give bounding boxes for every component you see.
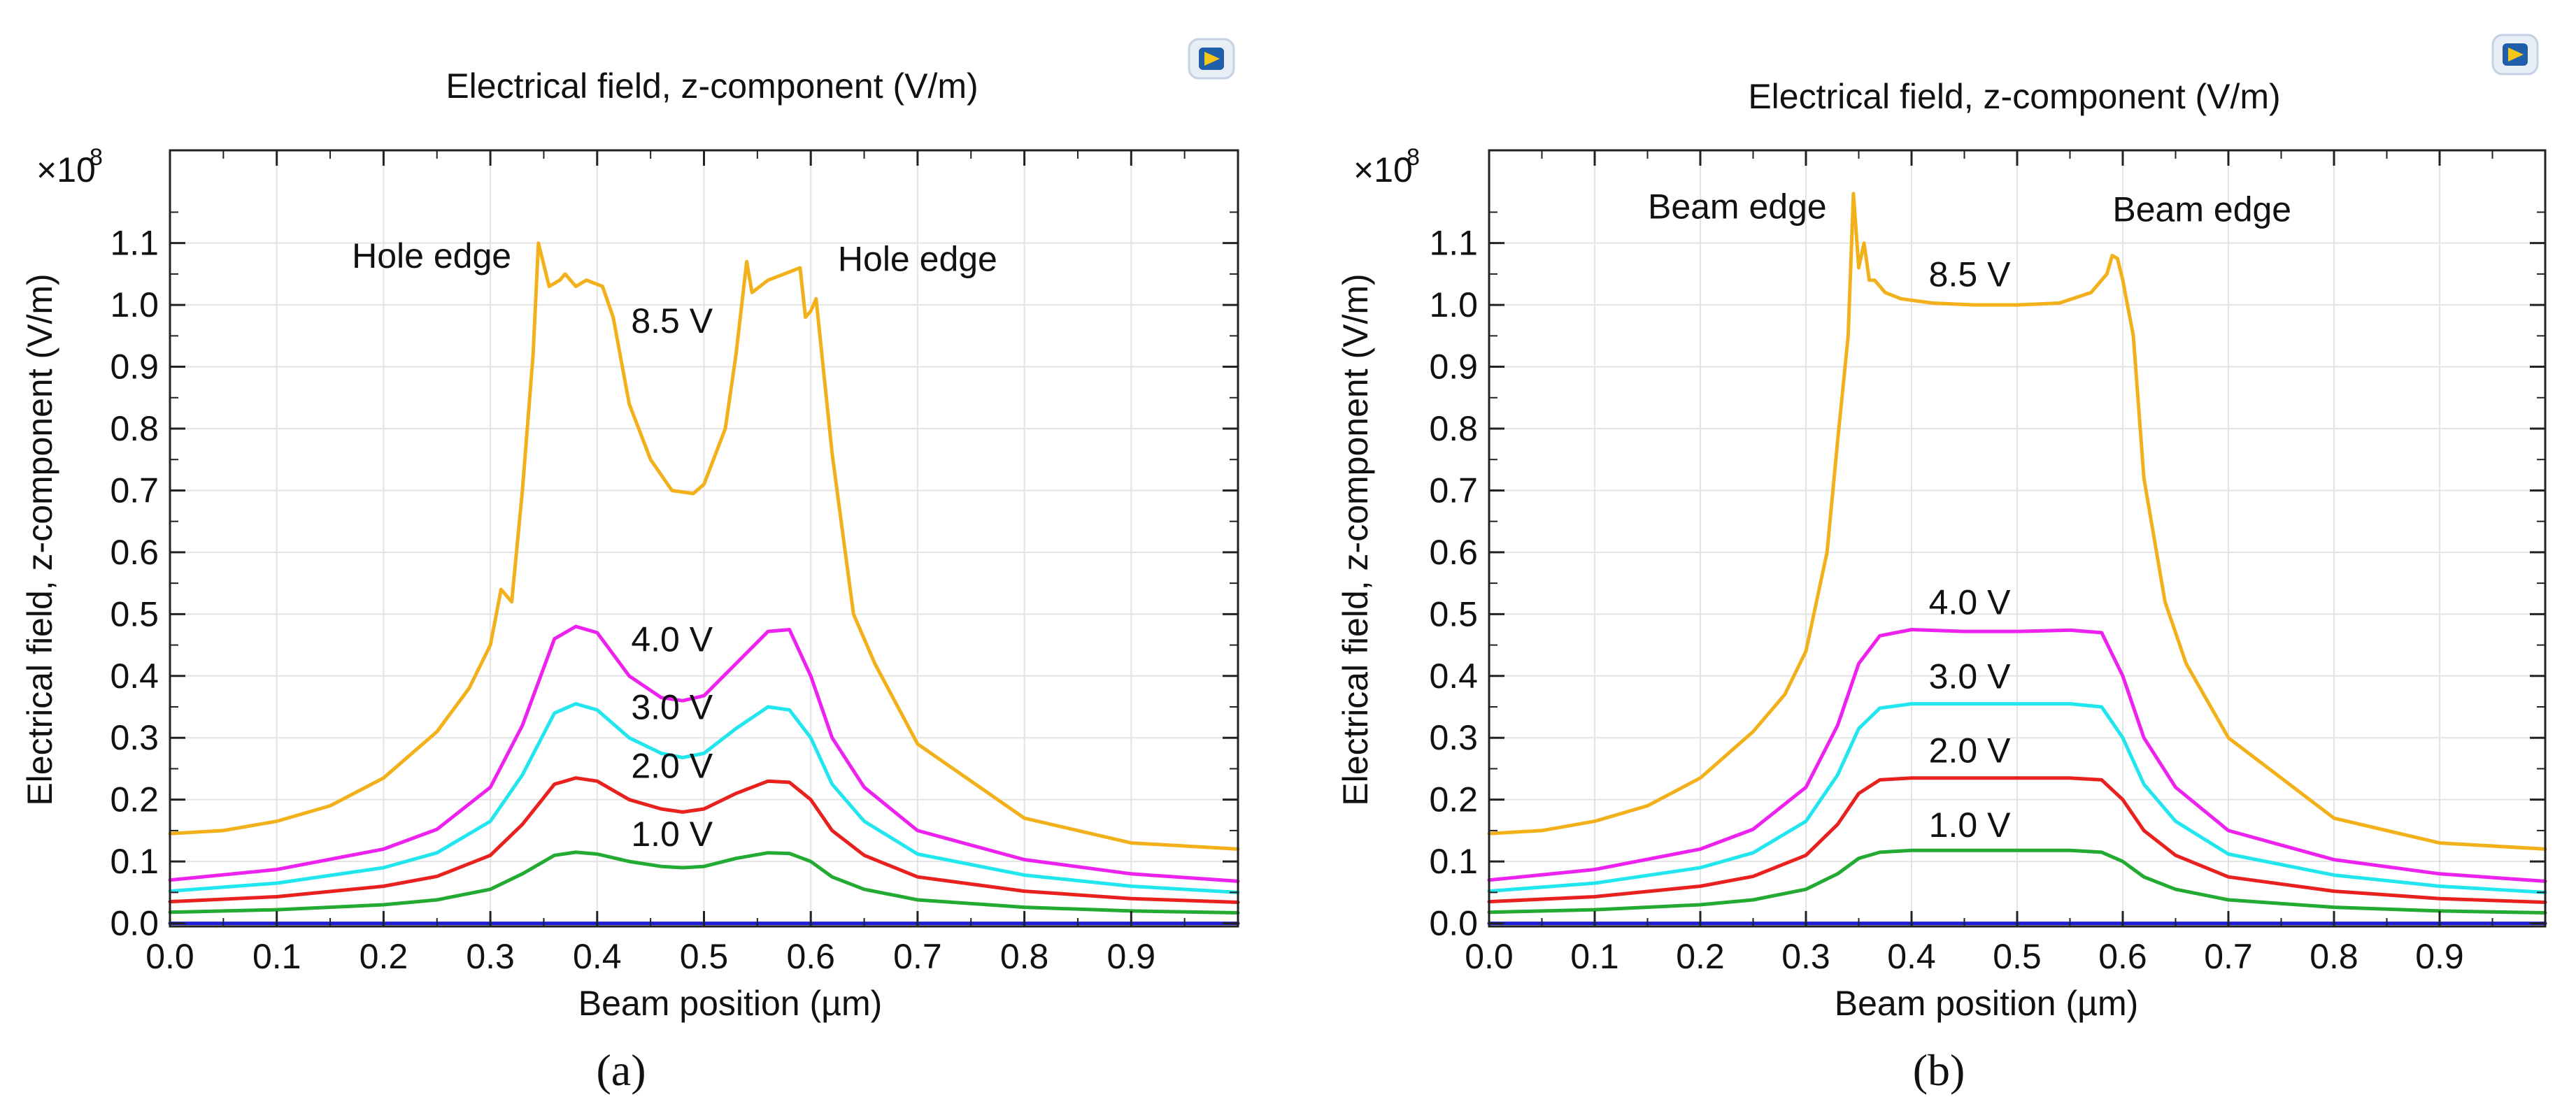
series-line-8-5-v bbox=[168, 241, 1240, 851]
app-logo-icon bbox=[1188, 38, 1235, 80]
y-ticks: 0.0 0.1 0.2 0.3 0.4 0.5 0.6 0.7 0.8 0.9 1.0 1.1 bbox=[110, 211, 1238, 943]
x-tick-label: 0.7 bbox=[893, 937, 942, 976]
x-tick-label: 0.9 bbox=[1107, 937, 1156, 976]
y-tick-label: 0.5 bbox=[1429, 594, 1478, 633]
x-tick-label: 0.1 bbox=[252, 937, 301, 976]
annotation-label: Beam edge bbox=[2112, 190, 2291, 229]
series-line-1-0-v bbox=[1487, 848, 2547, 915]
chart-title: Electrical field, z-component (V/m) bbox=[446, 66, 978, 106]
panel-a: Electrical field, z-component (V/m) 0.0 0… bbox=[20, 38, 1240, 1095]
annotation-label: Hole edge bbox=[352, 236, 511, 275]
x-tick-label: 0.4 bbox=[573, 937, 622, 976]
x-tick-label: 0.6 bbox=[786, 937, 835, 976]
panel-b: Electrical field, z-component (V/m) 0.0 0… bbox=[1336, 34, 2547, 1095]
app-logo-icon bbox=[2491, 34, 2539, 76]
y-tick-label: 0.4 bbox=[110, 657, 159, 696]
annotation-label: 2.0 V bbox=[631, 747, 713, 786]
series-line-1-0-v bbox=[168, 850, 1240, 915]
annotation-label: 2.0 V bbox=[1929, 731, 2011, 770]
panel-caption-a: (a) bbox=[596, 1045, 646, 1095]
y-tick-label: 0.7 bbox=[110, 471, 159, 510]
annotation-label: 3.0 V bbox=[1929, 657, 2011, 696]
x-tick-label: 0.9 bbox=[2415, 937, 2464, 976]
y-tick-label: 0.7 bbox=[1429, 471, 1478, 510]
y-tick-label: 1.1 bbox=[1429, 224, 1478, 263]
y-tick-label: 0.8 bbox=[110, 409, 159, 448]
x-tick-label: 0.2 bbox=[360, 937, 408, 976]
y-tick-label: 0.0 bbox=[110, 904, 159, 943]
x-ticks: 0.0 0.1 0.2 0.3 0.4 0.5 0.6 0.7 0.8 0.9 bbox=[1465, 150, 2493, 976]
y-tick-label: 0.3 bbox=[110, 718, 159, 757]
chart-title: Electrical field, z-component (V/m) bbox=[1748, 77, 2280, 116]
annotation-label: 1.0 V bbox=[1929, 805, 2011, 845]
x-tick-label: 0.7 bbox=[2204, 937, 2253, 976]
panel-caption-b: (b) bbox=[1913, 1045, 1965, 1095]
y-multiplier: ×10 8 bbox=[36, 144, 103, 189]
y-tick-label: 0.5 bbox=[110, 594, 159, 633]
series-line-2-0-v bbox=[168, 776, 1240, 904]
y-tick-label: 0.1 bbox=[110, 842, 159, 881]
annotations: Beam edge Beam edge 8.5 V 4.0 V 3.0 V 2.0 V 1.… bbox=[1648, 187, 2291, 844]
x-tick-label: 0.3 bbox=[1781, 937, 1830, 976]
x-axis-label: Beam position (µm) bbox=[578, 984, 883, 1023]
y-tick-label: 1.0 bbox=[1429, 285, 1478, 324]
y-axis-label: Electrical field, z-component (V/m) bbox=[20, 273, 59, 805]
x-tick-label: 0.5 bbox=[680, 937, 729, 976]
y-tick-label: 0.2 bbox=[1429, 780, 1478, 819]
y-tick-label: 1.1 bbox=[110, 224, 159, 263]
annotation-label: 4.0 V bbox=[1929, 582, 2011, 622]
y-tick-label: 0.1 bbox=[1429, 842, 1478, 881]
grid bbox=[1488, 150, 2545, 926]
y-tick-label: 0.6 bbox=[1429, 533, 1478, 572]
x-tick-label: 0.0 bbox=[145, 937, 194, 976]
y-tick-label: 0.6 bbox=[110, 533, 159, 572]
y-multiplier: ×10 8 bbox=[1353, 144, 1420, 189]
y-multiplier-base: ×10 bbox=[36, 150, 96, 189]
y-tick-label: 1.0 bbox=[110, 285, 159, 324]
series-lines bbox=[168, 241, 1240, 926]
annotation-label: 4.0 V bbox=[631, 619, 713, 659]
annotation-label: 3.0 V bbox=[631, 688, 713, 727]
x-tick-label: 0.3 bbox=[466, 937, 515, 976]
y-tick-label: 0.3 bbox=[1429, 718, 1478, 757]
y-tick-label: 0.8 bbox=[1429, 409, 1478, 448]
y-multiplier-base: ×10 bbox=[1353, 150, 1413, 189]
x-tick-label: 0.1 bbox=[1570, 937, 1619, 976]
x-tick-label: 0.6 bbox=[2098, 937, 2147, 976]
series-line-3-0-v bbox=[1487, 702, 2547, 894]
x-tick-label: 0.8 bbox=[2310, 937, 2358, 976]
series-line-4-0-v bbox=[1487, 628, 2547, 883]
x-tick-label: 0.5 bbox=[1993, 937, 2042, 976]
annotation-label: 8.5 V bbox=[1929, 255, 2011, 294]
y-multiplier-exponent: 8 bbox=[90, 144, 103, 171]
series-line-2-0-v bbox=[1487, 776, 2547, 904]
y-tick-label: 0.0 bbox=[1429, 904, 1478, 943]
annotation-label: Hole edge bbox=[838, 239, 997, 278]
annotation-label: 8.5 V bbox=[631, 301, 713, 341]
annotation-label: Beam edge bbox=[1648, 187, 1827, 226]
series-line-3-0-v bbox=[168, 702, 1240, 894]
y-tick-label: 0.9 bbox=[1429, 347, 1478, 387]
y-tick-label: 0.4 bbox=[1429, 657, 1478, 696]
x-ticks: 0.0 0.1 0.2 0.3 0.4 0.5 0.6 0.7 0.8 0.9 bbox=[145, 150, 1186, 976]
x-tick-label: 0.8 bbox=[1000, 937, 1049, 976]
annotations: Hole edge Hole edge 8.5 V 4.0 V 3.0 V 2.0 V 1.… bbox=[352, 236, 997, 854]
y-multiplier-exponent: 8 bbox=[1407, 144, 1420, 171]
y-ticks: 0.0 0.1 0.2 0.3 0.4 0.5 0.6 0.7 0.8 0.9 1.0 1.1 bbox=[1429, 211, 2545, 943]
x-tick-label: 0.2 bbox=[1676, 937, 1725, 976]
y-tick-label: 0.2 bbox=[110, 780, 159, 819]
series-line-8-5-v bbox=[1487, 192, 2547, 851]
series-line-4-0-v bbox=[168, 624, 1240, 883]
x-tick-label: 0.0 bbox=[1465, 937, 1514, 976]
x-axis-label: Beam position (µm) bbox=[1835, 984, 2139, 1023]
annotation-label: 1.0 V bbox=[631, 815, 713, 854]
y-tick-label: 0.9 bbox=[110, 347, 159, 387]
x-tick-label: 0.4 bbox=[1887, 937, 1936, 976]
y-axis-label: Electrical field, z-component (V/m) bbox=[1336, 273, 1375, 805]
